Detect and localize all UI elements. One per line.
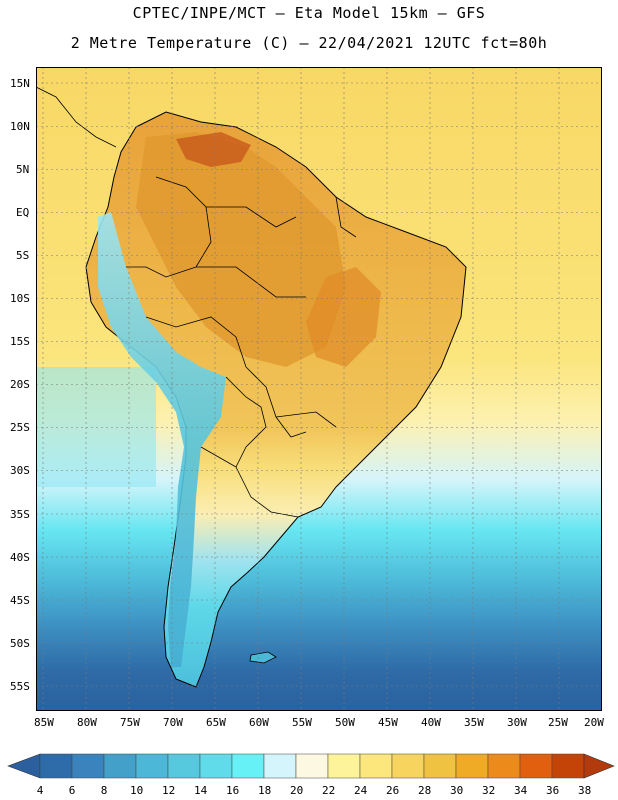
lon-label-25W: 25W bbox=[548, 716, 568, 729]
colorbar-label: 6 bbox=[68, 784, 76, 797]
lat-label-10S: 10S bbox=[10, 292, 30, 305]
colorbar-right-arrow bbox=[583, 753, 615, 779]
colorbar-box bbox=[39, 753, 73, 779]
lon-label-70W: 70W bbox=[163, 716, 183, 729]
colorbar-label: 30 bbox=[450, 784, 464, 797]
lon-label-55W: 55W bbox=[292, 716, 312, 729]
colorbar-box bbox=[487, 753, 521, 779]
lon-label-60W: 60W bbox=[249, 716, 269, 729]
lat-label-10N: 10N bbox=[10, 120, 30, 133]
colorbar-box bbox=[423, 753, 457, 779]
colorbar-box bbox=[391, 753, 425, 779]
caribbean-coast bbox=[36, 86, 117, 148]
colorbar-label: 34 bbox=[514, 784, 528, 797]
andes-cold-strip bbox=[98, 212, 226, 667]
amazon-hot-zone bbox=[136, 132, 346, 367]
lat-label-5N: 5N bbox=[16, 163, 30, 176]
lon-label-65W: 65W bbox=[206, 716, 226, 729]
colorbar-box bbox=[135, 753, 169, 779]
lat-label-EQ: EQ bbox=[16, 206, 30, 219]
colorbar-label: 12 bbox=[162, 784, 176, 797]
title-line-2: 2 Metre Temperature (C) – 22/04/2021 12U… bbox=[70, 34, 548, 52]
colorbar-label: 20 bbox=[290, 784, 304, 797]
colorbar-box bbox=[167, 753, 201, 779]
lon-label-35W: 35W bbox=[464, 716, 484, 729]
colorbar-label: 18 bbox=[258, 784, 272, 797]
colorbar-box bbox=[551, 753, 585, 779]
lat-label-40S: 40S bbox=[10, 551, 30, 564]
colorbar-box bbox=[519, 753, 553, 779]
lat-label-5S: 5S bbox=[16, 249, 30, 262]
colorbar-label: 10 bbox=[130, 784, 144, 797]
colorbar-box bbox=[263, 753, 297, 779]
lon-label-75W: 75W bbox=[120, 716, 140, 729]
lat-label-20S: 20S bbox=[10, 378, 30, 391]
lat-label-25S: 25S bbox=[10, 421, 30, 434]
colorbar-box bbox=[103, 753, 137, 779]
colorbar-label: 28 bbox=[418, 784, 432, 797]
colorbar-label: 38 bbox=[578, 784, 592, 797]
temperature-map bbox=[36, 67, 602, 711]
colorbar-label: 26 bbox=[386, 784, 400, 797]
lat-label-45S: 45S bbox=[10, 594, 30, 607]
colorbar-box bbox=[295, 753, 329, 779]
lon-label-80W: 80W bbox=[77, 716, 97, 729]
lat-label-55S: 55S bbox=[10, 680, 30, 693]
colorbar-label: 14 bbox=[194, 784, 208, 797]
colorbar-label: 22 bbox=[322, 784, 336, 797]
colorbar-box bbox=[359, 753, 393, 779]
colorbar bbox=[7, 753, 615, 779]
pacific-cold-tongue bbox=[36, 367, 156, 487]
colorbar-box bbox=[327, 753, 361, 779]
lat-label-15N: 15N bbox=[10, 77, 30, 90]
colorbar-left-arrow bbox=[7, 753, 41, 779]
map-grid bbox=[36, 67, 602, 711]
colorbar-box bbox=[71, 753, 105, 779]
country-borders bbox=[126, 176, 357, 518]
brazil-central-hot-zone bbox=[306, 267, 381, 367]
colorbar-label: 32 bbox=[482, 784, 496, 797]
lat-label-15S: 15S bbox=[10, 335, 30, 348]
colorbar-box bbox=[199, 753, 233, 779]
falkland-islands bbox=[249, 651, 277, 664]
venezuela-hot-zone bbox=[176, 132, 251, 167]
colorbar-label: 4 bbox=[36, 784, 44, 797]
lat-label-50S: 50S bbox=[10, 637, 30, 650]
lon-label-30W: 30W bbox=[507, 716, 527, 729]
lon-label-20W: 20W bbox=[584, 716, 604, 729]
map-frame bbox=[36, 67, 602, 711]
colorbar-label: 24 bbox=[354, 784, 368, 797]
colorbar-box bbox=[455, 753, 489, 779]
colorbar-label: 16 bbox=[226, 784, 240, 797]
lat-label-35S: 35S bbox=[10, 508, 30, 521]
colorbar-boxes bbox=[39, 753, 585, 779]
lat-label-30S: 30S bbox=[10, 464, 30, 477]
lon-label-40W: 40W bbox=[421, 716, 441, 729]
colorbar-box bbox=[231, 753, 265, 779]
lon-label-45W: 45W bbox=[378, 716, 398, 729]
lon-label-50W: 50W bbox=[335, 716, 355, 729]
colorbar-label: 8 bbox=[100, 784, 108, 797]
colorbar-label: 36 bbox=[546, 784, 560, 797]
lon-label-85W: 85W bbox=[34, 716, 54, 729]
title-line-1: CPTEC/INPE/MCT – Eta Model 15km – GFS bbox=[132, 4, 486, 22]
